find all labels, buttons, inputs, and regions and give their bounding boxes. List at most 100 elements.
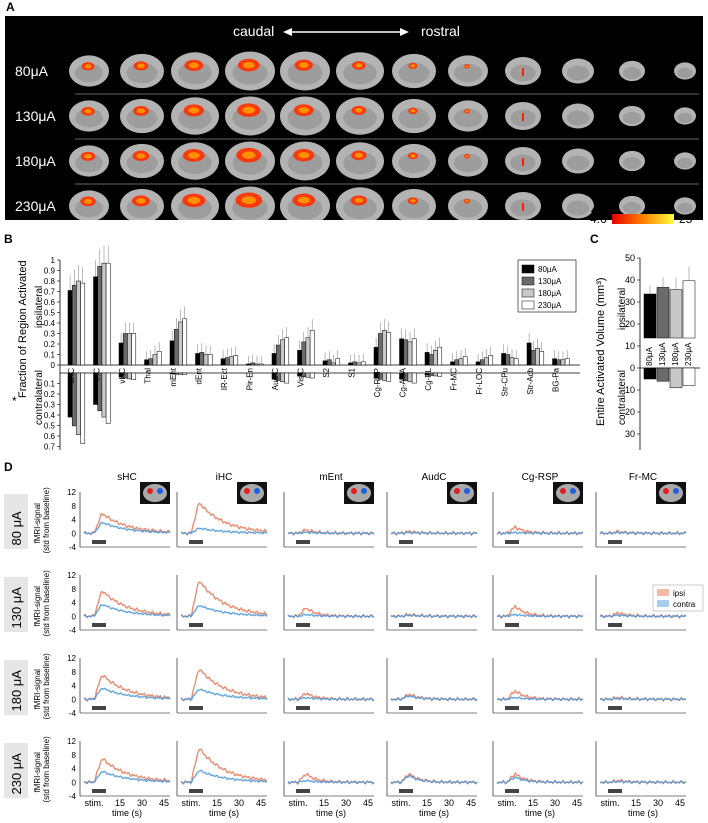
bar [297, 350, 302, 366]
xtick-label: 30 [341, 798, 351, 808]
bar [131, 333, 137, 366]
brain-slice-inner [622, 66, 642, 80]
activation-core [298, 62, 309, 68]
bar [122, 333, 128, 366]
stim-bar [189, 540, 203, 544]
ylabel-line2: (std from baseline) [42, 736, 51, 803]
brain-inset-slice [143, 484, 167, 502]
activation-core [354, 152, 363, 158]
ytick-label: 0 [72, 695, 77, 704]
bar [505, 354, 511, 366]
ylabel-line2: (std from baseline) [42, 653, 51, 720]
activation-dot [522, 68, 524, 76]
stim-bar [505, 623, 519, 627]
xtick-label: 45 [159, 798, 169, 808]
bar [539, 351, 545, 366]
caudal-label: caudal [233, 23, 274, 39]
legend-contra-swatch [657, 600, 669, 607]
contra-trace [287, 530, 375, 536]
panelB-asterisk: * [12, 394, 17, 408]
activation-core [83, 198, 93, 204]
bar-contra [280, 372, 285, 383]
category-label: Cg-PL [424, 367, 433, 390]
bar [173, 329, 179, 366]
xtick-label: 45 [256, 798, 266, 808]
ytick-label: 8 [72, 502, 77, 511]
row-label: 230 μA [9, 753, 24, 795]
panelC-contra-label: contralateral [617, 370, 628, 425]
bar-contra [382, 372, 387, 381]
stim-bar [505, 540, 519, 544]
ytick-label: 0 [72, 612, 77, 621]
bar [433, 350, 438, 366]
ylabel-line1: fMRI-signal [33, 503, 42, 544]
contra-trace [496, 775, 584, 785]
stim-bar [505, 706, 519, 710]
brain-slice-inner [566, 65, 590, 81]
ylabel-line2: (std from baseline) [42, 570, 51, 637]
xtick-label: 15 [422, 798, 432, 808]
ytick-label: 8 [72, 668, 77, 677]
ytick-label: 8 [72, 585, 77, 594]
brain-slice-inner [398, 152, 430, 174]
ytick-label: 12 [67, 737, 76, 746]
activation-core [187, 196, 201, 204]
bar [93, 276, 98, 366]
xtick-label: 45 [363, 798, 373, 808]
xtick-label: 45 [466, 798, 476, 808]
xtick-label: 15 [631, 798, 641, 808]
xtick-label: stim. [85, 798, 104, 808]
colorbar: 4.6 25 [590, 212, 693, 226]
row-label-box [4, 577, 28, 632]
bar [403, 339, 409, 366]
brain-inset-slice [556, 484, 580, 502]
stim-bar [296, 623, 310, 627]
xtick-label: 30 [550, 798, 560, 808]
activated-volume-chart: Entire Activated Volume (mm³) ipsilatera… [595, 253, 700, 450]
brain-slice-inner [622, 111, 642, 125]
activation-core [410, 109, 416, 113]
ytick-label: 0 [72, 778, 77, 787]
arrow-right-head [400, 28, 409, 36]
xtick-label: 80μA [645, 346, 654, 366]
bar-contra [305, 372, 311, 378]
contra-trace [599, 696, 687, 702]
ytick-label: 20 [625, 407, 635, 417]
xtick-label: stim. [601, 798, 620, 808]
ytick-label: 10 [625, 341, 635, 351]
bar [373, 346, 379, 366]
activation-core [136, 153, 146, 159]
bar [399, 338, 404, 366]
brain-slice-inner [398, 62, 430, 84]
bar-contra [131, 372, 137, 380]
xtick-label: stim. [498, 798, 517, 808]
ytick-label: 0.1 [44, 380, 56, 389]
ytick-label: 0.3 [44, 330, 56, 339]
bar [331, 362, 336, 366]
brain-inset-slice [450, 484, 474, 502]
ytick-label: 12 [67, 654, 76, 663]
legend-contra-label: contra [673, 600, 696, 609]
legend-swatch [521, 264, 535, 274]
ytick-label: 8 [72, 751, 77, 760]
xtick-label: 15 [319, 798, 329, 808]
contra-trace [599, 779, 687, 785]
xtick-label: 30 [653, 798, 663, 808]
bar [322, 360, 328, 366]
category-label: Aud C [271, 368, 280, 390]
bar [352, 361, 358, 366]
category-label: mEnt [169, 367, 178, 386]
xtick-label: 45 [572, 798, 582, 808]
bar [207, 354, 213, 366]
xtick-label: 15 [212, 798, 222, 808]
brain-inset-ipsi [454, 488, 460, 494]
xtick-label: 30 [444, 798, 454, 808]
bar [224, 357, 230, 366]
bar [309, 330, 315, 366]
brain-inset-ipsi [244, 488, 250, 494]
panelB-ylabel: Fraction of Region Activated [17, 260, 29, 398]
legend-swatch [521, 276, 535, 286]
ytick-label: 0.8 [44, 277, 56, 286]
ytick-label: 0.4 [44, 319, 56, 328]
ytick-label: 4 [72, 516, 77, 525]
